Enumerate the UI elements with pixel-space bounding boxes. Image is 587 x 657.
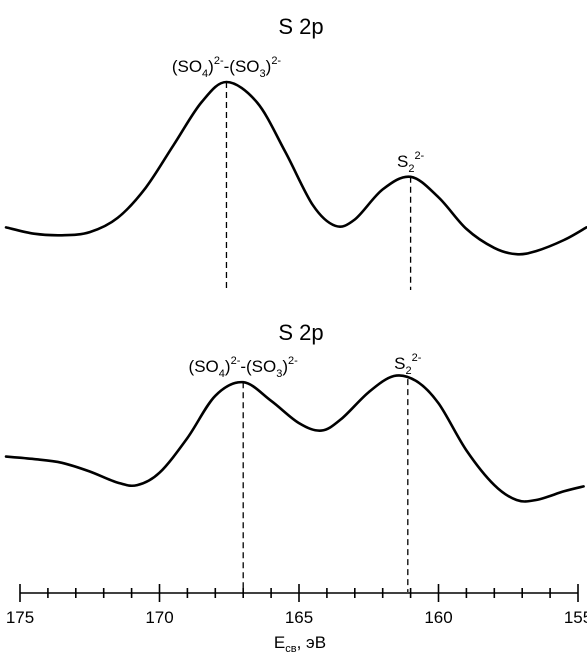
peak-label-part: (SO xyxy=(189,357,219,376)
peak-label-subscript: 3 xyxy=(260,68,266,80)
peak-label: (SO4)2--(SO3)2- xyxy=(189,355,299,380)
peak-label-superscript: 2- xyxy=(288,355,298,367)
peak-label-subscript: 2 xyxy=(408,163,414,175)
peak-label-part: ) xyxy=(266,57,272,76)
x-axis-label-unit: , эВ xyxy=(297,633,326,652)
peak-label: S22- xyxy=(397,150,425,175)
peak-label-superscript: 2- xyxy=(412,352,422,364)
peak-label-part: -(SO xyxy=(240,357,276,376)
x-axis-label-main: E xyxy=(274,633,285,652)
peak-label-subscript: 4 xyxy=(219,368,225,380)
spectrum-line xyxy=(4,80,587,256)
peak-label: S22- xyxy=(394,352,422,377)
peak-label-base: S xyxy=(394,354,405,373)
panel-title: S 2p xyxy=(278,14,323,39)
peak-label-part: ) xyxy=(208,57,214,76)
peak-label-subscript: 3 xyxy=(276,368,282,380)
peak-label-base: S xyxy=(397,152,408,171)
x-axis: 175 170 165 160 155 Eсв, эВ xyxy=(6,584,587,655)
peak-label-part: (SO xyxy=(172,57,202,76)
peak-label-part: ) xyxy=(282,357,288,376)
peak-label-part: -(SO xyxy=(224,57,260,76)
bottom-panel: S 2p(SO4)2--(SO3)2- S22- xyxy=(4,320,585,592)
x-tick-label: 170 xyxy=(145,608,173,627)
peak-label-part: ) xyxy=(225,357,231,376)
top-panel: S 2p(SO4)2--(SO3)2-S22- xyxy=(4,14,587,290)
x-tick-label: 165 xyxy=(285,608,313,627)
peak-label-superscript: 2- xyxy=(214,55,224,67)
spectrum-line xyxy=(4,374,585,503)
peak-label-subscript: 4 xyxy=(202,68,208,80)
x-axis-label: Eсв, эВ xyxy=(274,633,326,655)
peak-label-subscript: 2 xyxy=(406,365,412,377)
x-tick-label: 160 xyxy=(424,608,452,627)
x-axis-label-subscript: св xyxy=(285,643,297,655)
peak-label-superscript: 2- xyxy=(271,55,281,67)
peak-label: (SO4)2--(SO3)2- xyxy=(172,55,282,80)
panel-title: S 2p xyxy=(278,320,323,345)
peak-label-superscript: 2- xyxy=(414,150,424,162)
x-tick-label: 155 xyxy=(564,608,587,627)
x-tick-label: 175 xyxy=(6,608,34,627)
peak-label-superscript: 2- xyxy=(231,355,241,367)
